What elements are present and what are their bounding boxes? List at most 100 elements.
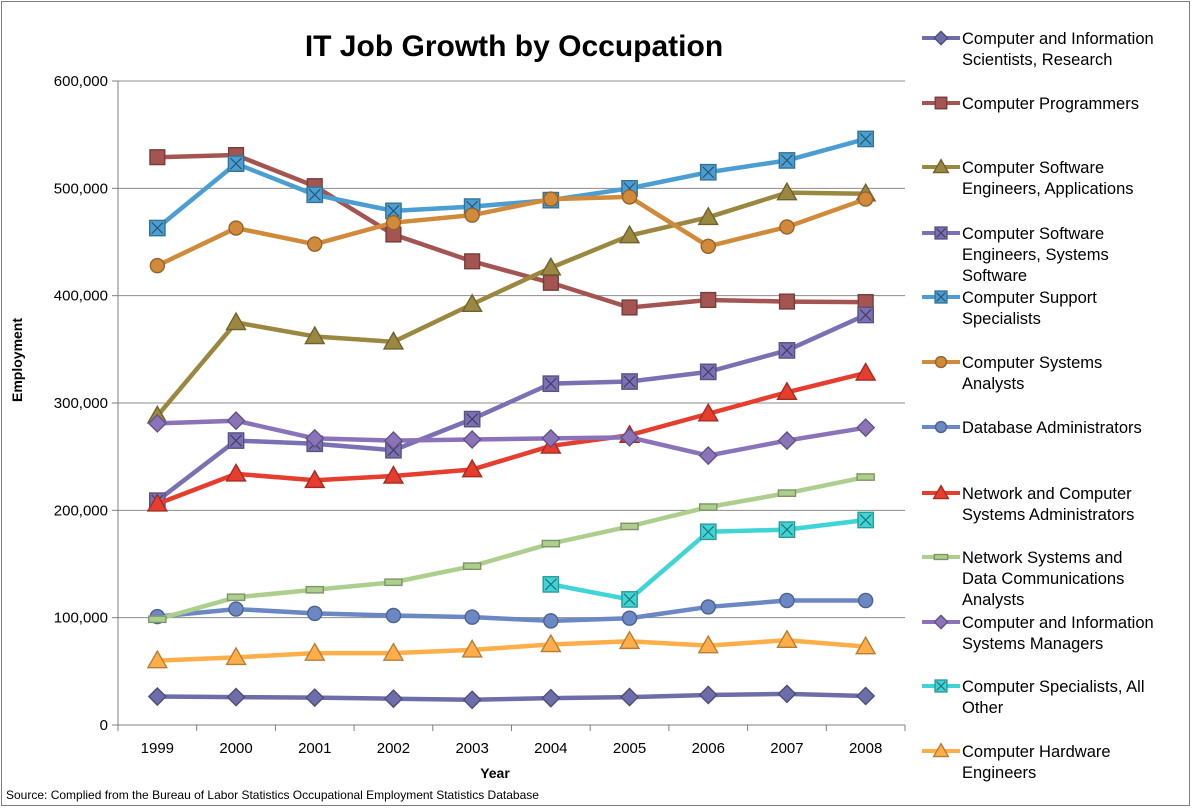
series-line xyxy=(155,598,868,624)
data-point xyxy=(226,593,246,602)
data-point xyxy=(461,293,483,313)
series-2 xyxy=(149,146,874,316)
legend-item: Computer Software Engineers, Applications xyxy=(922,158,1134,198)
x-axis-label: Year xyxy=(480,765,510,781)
data-point xyxy=(461,639,483,658)
data-point xyxy=(620,687,640,707)
data-point xyxy=(620,522,639,531)
series-5 xyxy=(148,130,875,237)
x-tick-label: 2007 xyxy=(770,740,803,757)
data-point xyxy=(384,578,403,587)
data-point xyxy=(149,257,166,274)
data-point xyxy=(541,539,561,548)
data-point xyxy=(854,362,877,381)
data-point xyxy=(699,503,718,511)
legend-label: Database Administrators xyxy=(962,419,1142,437)
x-tick-label: 2000 xyxy=(219,740,252,757)
x-tick-label: 2006 xyxy=(692,740,725,757)
legend-label: Specialists xyxy=(962,310,1041,328)
data-point xyxy=(543,613,559,629)
data-point xyxy=(697,206,719,226)
source-note: Source: Complied from the Bureau of Labo… xyxy=(6,788,539,802)
data-point-cross xyxy=(544,377,557,390)
legend-label: Data Communications xyxy=(962,570,1124,588)
legend-label: Computer Systems xyxy=(962,354,1102,372)
data-point xyxy=(461,458,483,478)
data-point xyxy=(776,629,798,648)
series-line xyxy=(155,474,868,622)
data-point-cross xyxy=(623,375,636,388)
data-point xyxy=(777,431,797,451)
data-point xyxy=(226,687,246,707)
series-line xyxy=(155,312,868,503)
data-point xyxy=(464,253,481,270)
data-point xyxy=(934,226,948,240)
data-point xyxy=(147,687,167,707)
data-point xyxy=(306,186,324,204)
data-point xyxy=(227,432,245,449)
data-point-cross xyxy=(308,188,321,201)
series-line xyxy=(155,691,868,703)
legend-item: Computer Software Engineers, Systems Softw… xyxy=(922,225,1109,285)
series-line xyxy=(155,370,868,507)
data-point xyxy=(148,219,166,237)
data-point xyxy=(933,553,949,561)
data-point xyxy=(463,410,481,428)
data-point xyxy=(307,236,323,252)
legend: Computer and Information Scientists, Rese… xyxy=(922,30,1154,782)
data-point xyxy=(618,630,641,650)
data-point xyxy=(698,685,718,705)
data-point xyxy=(621,610,638,626)
series-line xyxy=(155,190,868,419)
series-layer xyxy=(146,130,877,710)
data-point xyxy=(462,690,482,710)
data-point xyxy=(778,293,796,310)
data-point-cross xyxy=(387,444,400,457)
legend-label: Analysts xyxy=(962,375,1024,393)
data-point xyxy=(228,220,244,236)
data-point-cross xyxy=(859,308,872,321)
data-point xyxy=(382,642,405,661)
data-point xyxy=(934,96,948,110)
data-point-cross xyxy=(151,222,164,235)
x-tick-label: 2001 xyxy=(298,740,331,757)
data-point xyxy=(541,688,561,708)
data-point xyxy=(304,642,326,661)
legend-label: Computer Software xyxy=(962,159,1104,177)
data-point xyxy=(464,207,480,223)
series-12 xyxy=(146,629,877,669)
data-point xyxy=(700,238,716,255)
x-tick-label: 2005 xyxy=(613,740,646,757)
data-point xyxy=(226,411,246,431)
y-tick-label: 400,000 xyxy=(54,288,108,305)
data-point xyxy=(225,462,247,482)
legend-item: Computer and Information Systems Managers xyxy=(922,614,1154,653)
series-8 xyxy=(146,362,877,512)
data-point xyxy=(697,634,719,654)
legend-item: Computer Systems Analysts xyxy=(922,354,1102,393)
data-point xyxy=(149,149,166,166)
series-9 xyxy=(148,473,875,624)
data-point xyxy=(857,191,874,207)
legend-label: Systems Administrators xyxy=(962,506,1134,524)
legend-label: Scientists, Research xyxy=(962,51,1112,69)
data-point xyxy=(147,413,167,433)
data-point xyxy=(700,599,716,615)
data-point xyxy=(305,688,325,708)
data-point xyxy=(621,591,638,608)
series-line xyxy=(155,194,868,268)
data-point xyxy=(934,290,948,304)
y-axis-label: Employment xyxy=(9,318,25,402)
legend-label: Computer Software xyxy=(962,225,1104,243)
data-point-cross xyxy=(780,344,793,357)
data-point xyxy=(854,635,877,655)
legend-item: Computer Programmers xyxy=(922,95,1139,113)
data-point xyxy=(542,576,560,593)
legend-item: Computer Specialists, All Other xyxy=(922,678,1145,717)
series-10 xyxy=(147,411,876,466)
data-point-cross xyxy=(230,434,243,447)
data-point xyxy=(932,742,950,758)
legend-label: Network Systems and xyxy=(962,549,1122,567)
data-point xyxy=(621,373,638,390)
